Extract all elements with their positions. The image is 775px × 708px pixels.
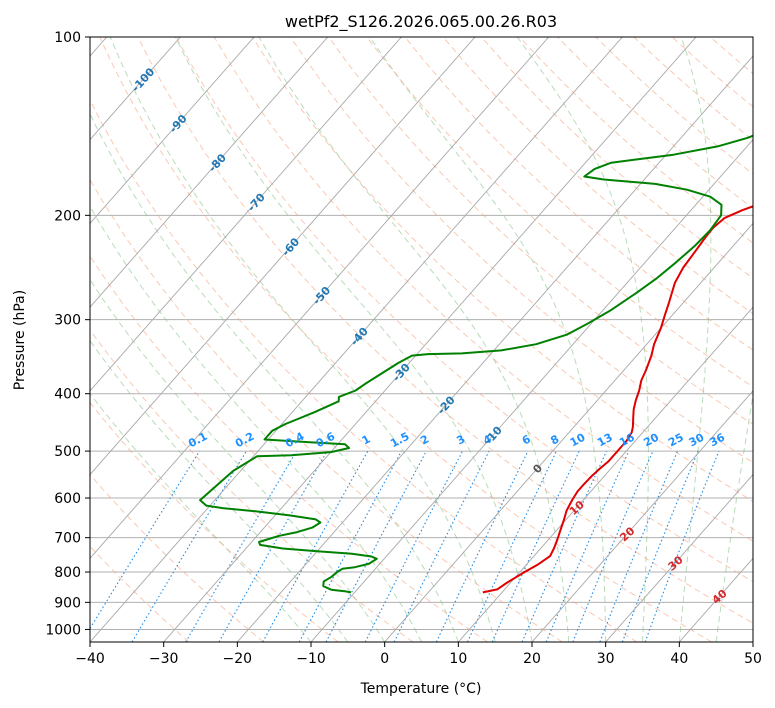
mixing-ratio-label: 10 bbox=[568, 431, 588, 450]
moist-adiabat-line bbox=[678, 37, 712, 642]
mixing-ratio-line bbox=[599, 450, 679, 642]
dry-adiabat-line bbox=[90, 98, 638, 642]
y-tick-label: 100 bbox=[54, 30, 81, 46]
dry-adiabat-line bbox=[90, 473, 264, 642]
y-ticks: 100 200 300 400 500 600 700 800 900 1000 bbox=[45, 30, 90, 638]
isotherm-line bbox=[90, 37, 329, 308]
temperature-profile-line bbox=[482, 205, 753, 594]
mixing-ratio-line bbox=[298, 450, 402, 642]
x-tick-label: −10 bbox=[296, 651, 326, 667]
mixing-ratio-label: 16 bbox=[617, 431, 637, 450]
isotherm-line bbox=[90, 37, 476, 476]
y-tick-label: 300 bbox=[54, 313, 81, 329]
y-axis-label: Pressure (hPa) bbox=[12, 290, 28, 390]
x-tick-label: 30 bbox=[597, 651, 615, 667]
y-tick-label: 1000 bbox=[45, 622, 81, 638]
dewpoint-profile-line bbox=[199, 134, 753, 594]
isotherm-line bbox=[163, 37, 697, 642]
dry-adiabat-line bbox=[90, 401, 339, 642]
moist-adiabat-line bbox=[715, 391, 753, 642]
x-axis-label: Temperature (°C) bbox=[360, 681, 482, 697]
dry-adiabat-line bbox=[290, 37, 753, 464]
mixing-ratio-line bbox=[262, 450, 369, 642]
plot-area bbox=[90, 37, 753, 642]
mixing-ratio-label: 25 bbox=[666, 431, 686, 450]
isotherm-line bbox=[605, 473, 753, 642]
moist-adiabat-line bbox=[90, 205, 422, 642]
moist-adiabat-line bbox=[258, 37, 570, 642]
mixing-ratio-line bbox=[90, 450, 200, 630]
moist-adiabat-line bbox=[516, 37, 649, 642]
y-tick-label: 500 bbox=[54, 444, 81, 460]
isotherm-line bbox=[384, 222, 753, 642]
mixing-ratio-line bbox=[364, 450, 463, 642]
mixing-ratio-label: 13 bbox=[595, 431, 615, 450]
mixing-ratio-label: 30 bbox=[687, 431, 707, 450]
dry-adiabat-line bbox=[99, 37, 712, 642]
dry-adiabat-line bbox=[366, 37, 753, 388]
isotherm-line bbox=[90, 37, 623, 642]
isotherm-line bbox=[90, 37, 402, 392]
isotherm-line bbox=[90, 37, 550, 559]
mixing-ratio-line bbox=[218, 450, 328, 642]
mixing-ratio-line bbox=[521, 450, 608, 642]
x-tick-label: 40 bbox=[670, 651, 688, 667]
mixing-ratio-label: 36 bbox=[707, 431, 727, 450]
mixing-ratio-line bbox=[621, 450, 699, 642]
profiles bbox=[199, 134, 753, 594]
y-tick-label: 200 bbox=[54, 208, 81, 224]
x-tick-label: −20 bbox=[223, 651, 253, 667]
y-tick-label: 400 bbox=[54, 387, 81, 403]
isotherm-line bbox=[90, 37, 255, 225]
isotherms bbox=[90, 37, 753, 642]
chart-title: wetPf2_S126.2026.065.00.26.R03 bbox=[285, 12, 557, 32]
moist-adiabat-line bbox=[369, 37, 607, 642]
isotherm-line bbox=[90, 37, 181, 141]
dry-adiabat-line bbox=[137, 37, 753, 624]
moist-adiabat-line bbox=[90, 112, 459, 642]
x-tick-label: 50 bbox=[744, 651, 762, 667]
plot-frame bbox=[89, 36, 754, 643]
dry-adiabat-line bbox=[90, 255, 488, 642]
dry-adiabat-line bbox=[251, 37, 753, 503]
dry-adiabat-line bbox=[175, 37, 753, 583]
x-tick-label: 20 bbox=[523, 651, 541, 667]
mixing-ratio-label: 20 bbox=[641, 431, 661, 450]
x-tick-label: −30 bbox=[149, 651, 179, 667]
isotherm-line bbox=[531, 390, 753, 642]
isotherm-line bbox=[457, 306, 753, 642]
y-tick-label: 600 bbox=[54, 491, 81, 507]
isotherm-line bbox=[310, 139, 753, 642]
dry-adiabat-line bbox=[90, 545, 190, 642]
x-tick-label: 10 bbox=[449, 651, 467, 667]
y-tick-label: 900 bbox=[54, 595, 81, 611]
mixing-ratio-line bbox=[644, 450, 720, 642]
moist-adiabat-line bbox=[174, 37, 533, 642]
plot-layer: 0.1 0.2 0.4 0.6 1 1.5 2 3 4 6 8 10 13 16 20 25 30 36-100-… bbox=[90, 37, 753, 642]
dry-adiabat-line bbox=[328, 37, 753, 425]
mixing-ratio-lines bbox=[90, 450, 720, 642]
mixing-ratio-line bbox=[545, 450, 630, 642]
x-ticks: −40 −30 −20 −10 0 10 20 30 40 50 bbox=[75, 642, 762, 667]
mixing-ratio-line bbox=[572, 450, 654, 642]
x-tick-label: 0 bbox=[380, 651, 389, 667]
dry-adiabat-line bbox=[90, 178, 563, 642]
isotherm-line bbox=[236, 55, 753, 642]
y-tick-label: 700 bbox=[54, 531, 81, 547]
y-tick-label: 800 bbox=[54, 565, 81, 581]
mixing-ratio-line bbox=[393, 450, 490, 642]
pressure-grid bbox=[90, 37, 753, 630]
moist-adiabat-line bbox=[90, 339, 349, 642]
x-tick-label: −40 bbox=[75, 651, 105, 667]
